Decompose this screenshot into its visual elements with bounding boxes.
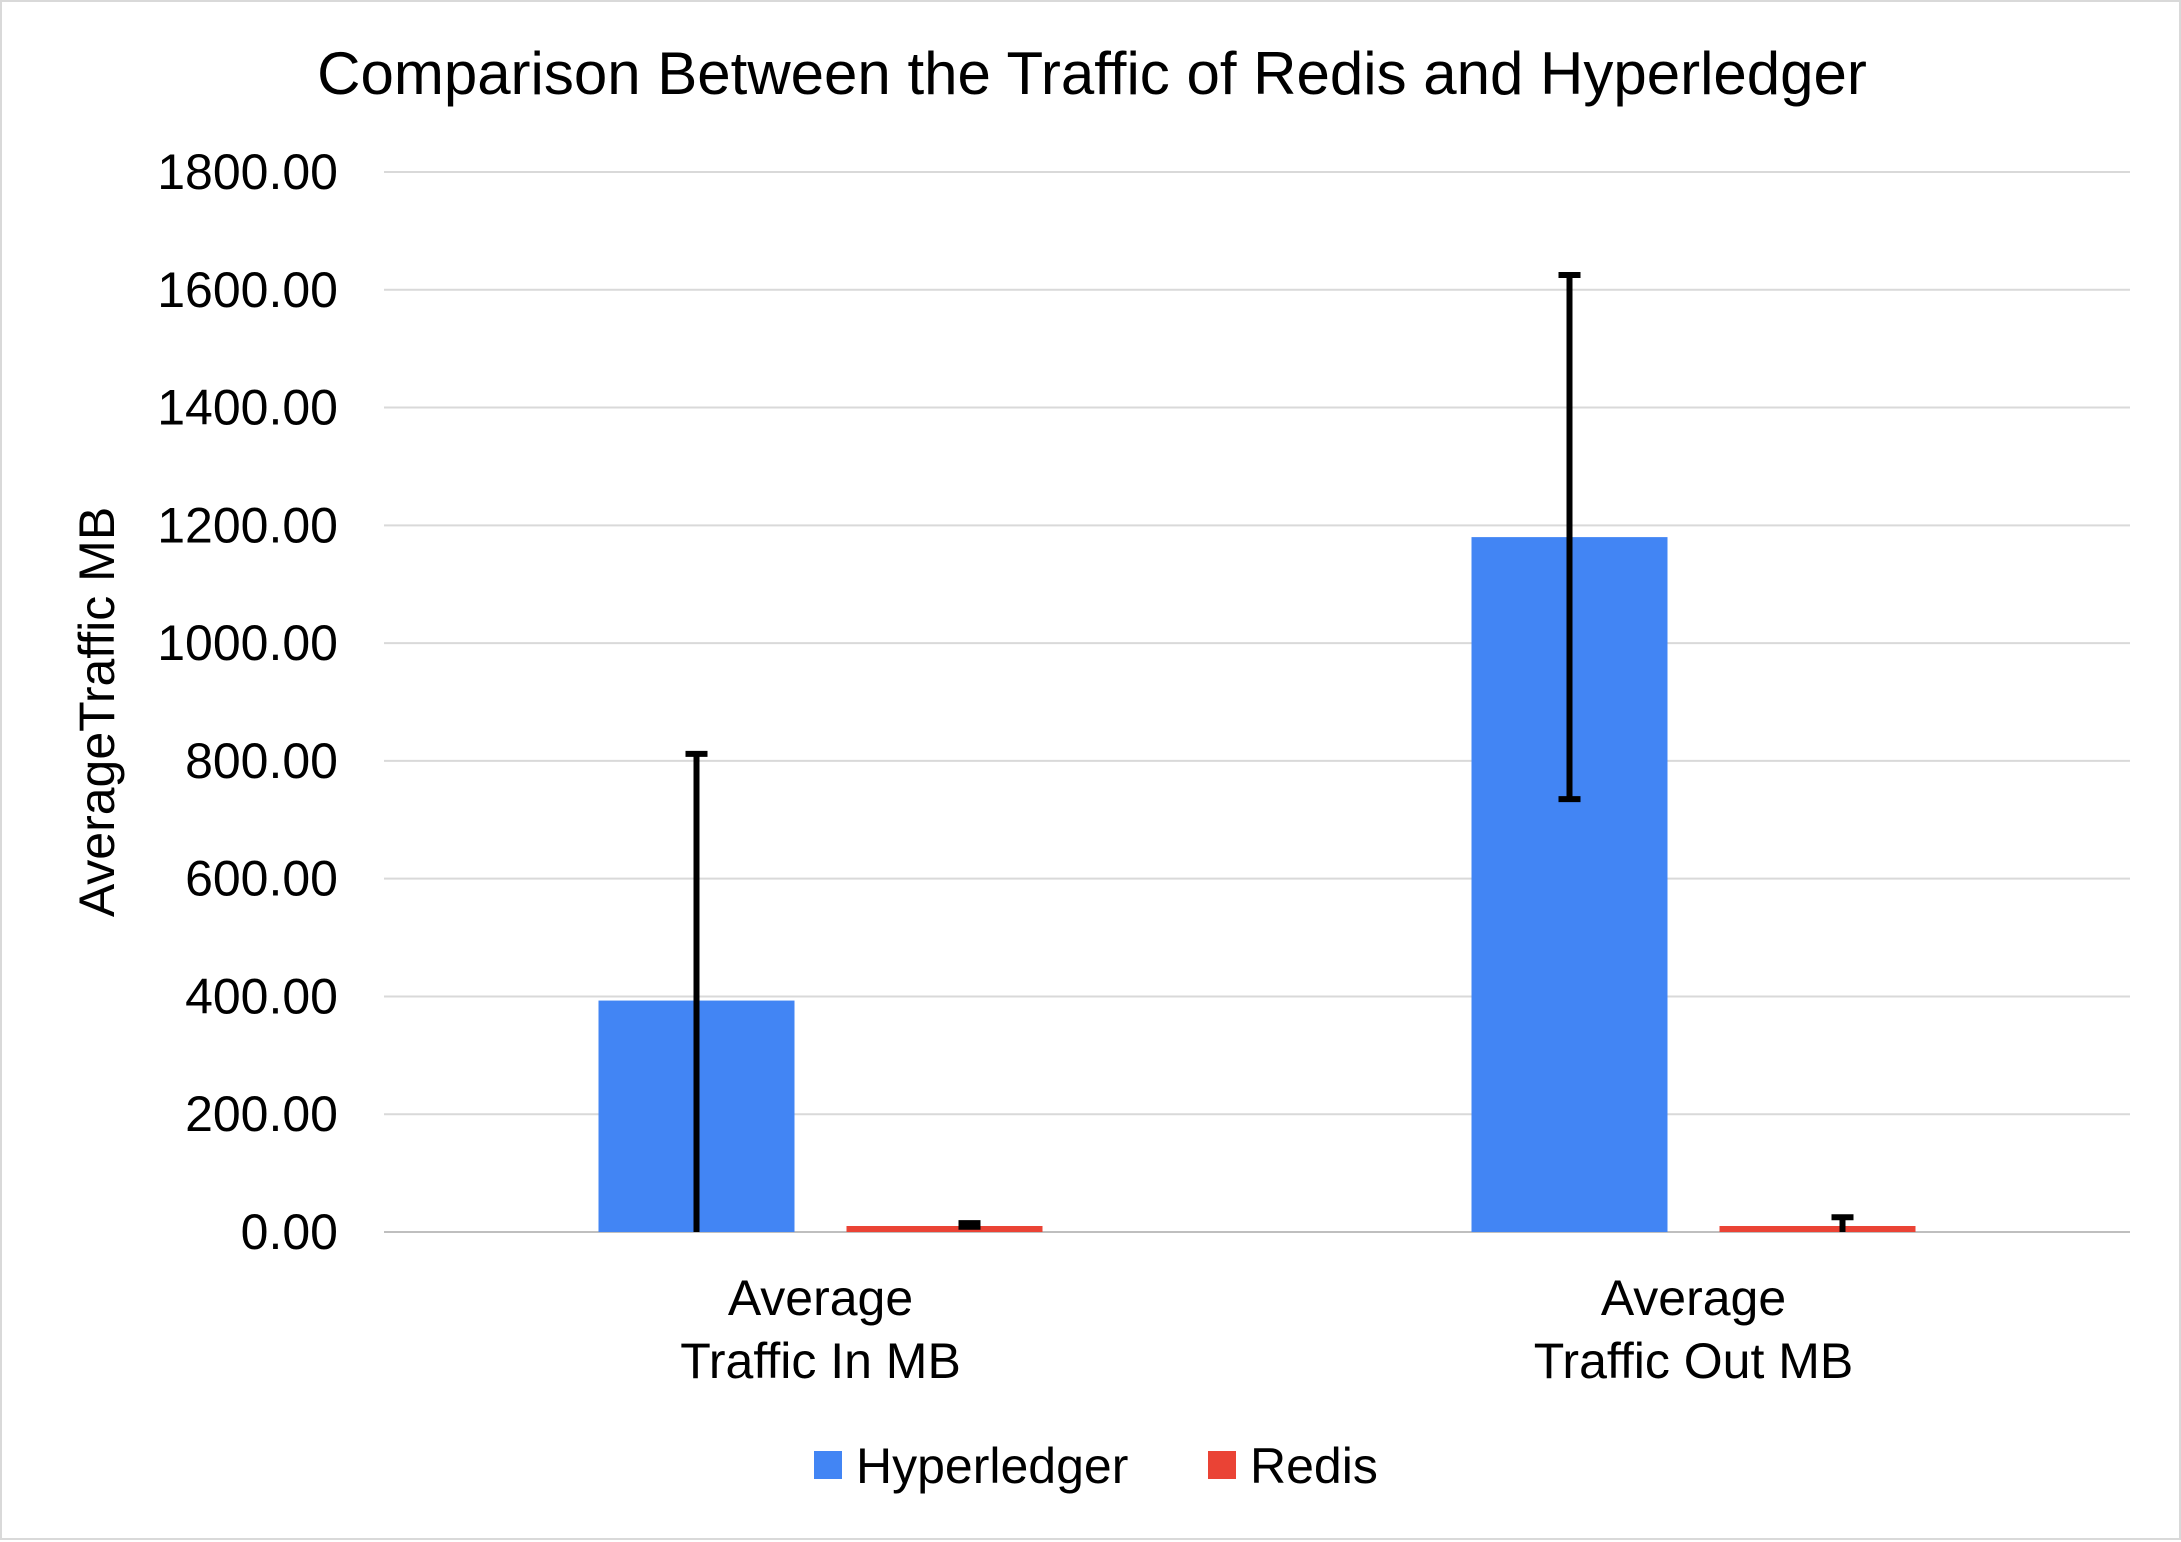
y-tick-label: 200.00 [185,1086,338,1142]
bar-redis-1 [846,1226,1043,1232]
x-axis-categories: Average Traffic In MB Average Traffic Out M… [680,1270,1853,1389]
legend-label: Redis [1250,1438,1378,1494]
legend-item-hyperledger: Hyperledger [814,1438,1128,1494]
y-tick-label: 800.00 [185,733,338,789]
error-bar-redis-1 [958,1220,981,1230]
y-tick-label: 1000.00 [157,615,338,671]
legend-item-redis: Redis [1208,1438,1378,1494]
error-bar-hyperledger-2 [1558,272,1581,803]
y-axis-ticks: 1800.00 1600.00 1400.00 1200.00 1000.00 800.0… [157,144,338,1260]
x-category-label: Average [728,1270,913,1326]
error-bar-hyperledger-1 [685,750,708,1232]
x-category-label: Average [1601,1270,1786,1326]
y-tick-label: 0.00 [241,1204,338,1260]
x-category-label: Traffic Out MB [1534,1333,1854,1389]
y-axis-title: AverageTraffic MB [69,507,125,917]
y-tick-label: 1200.00 [157,497,338,553]
bars [598,537,1916,1232]
legend-label: Hyperledger [856,1438,1128,1494]
legend-swatch [1208,1451,1236,1479]
y-tick-label: 400.00 [185,968,338,1024]
legend-swatch [814,1451,842,1479]
y-tick-label: 1400.00 [157,380,338,436]
x-category-label: Traffic In MB [680,1333,961,1389]
error-bars [685,272,1854,1232]
legend: Hyperledger Redis [814,1438,1378,1494]
y-tick-label: 600.00 [185,851,338,907]
y-tick-label: 1800.00 [157,144,338,200]
chart-title: Comparison Between the Traffic of Redis … [317,40,1867,107]
error-bar-redis-2 [1831,1214,1854,1232]
bar-redis-2 [1719,1226,1916,1232]
y-tick-label: 1600.00 [157,262,338,318]
